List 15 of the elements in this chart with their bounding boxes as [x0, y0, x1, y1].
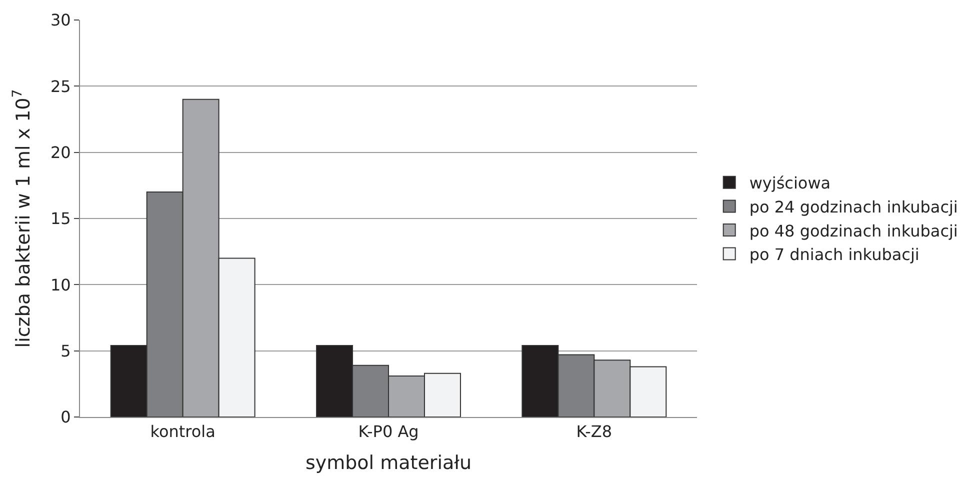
y-tick-label: 25 — [50, 76, 71, 96]
y-tick-label: 30 — [50, 10, 71, 30]
legend-label: wyjściowa — [749, 174, 831, 193]
legend-label: po 24 godzinach inkubacji — [749, 197, 958, 216]
y-tick-label: 10 — [50, 275, 71, 294]
y-tick-label: 20 — [50, 142, 71, 162]
y-tick-label: 15 — [50, 209, 71, 228]
legend-label: po 7 dniach inkubacji — [749, 245, 920, 264]
x-tick-label: K-P0 Ag — [358, 422, 419, 442]
x-tick-label: K-Z8 — [576, 422, 612, 442]
legend-label: po 48 godzinach inkubacji — [749, 221, 958, 240]
x-axis-title: symbol materiału — [305, 452, 472, 474]
x-tick-label: kontrola — [150, 422, 216, 442]
y-tick-label: 5 — [60, 341, 71, 360]
y-tick-label: 0 — [60, 408, 71, 427]
